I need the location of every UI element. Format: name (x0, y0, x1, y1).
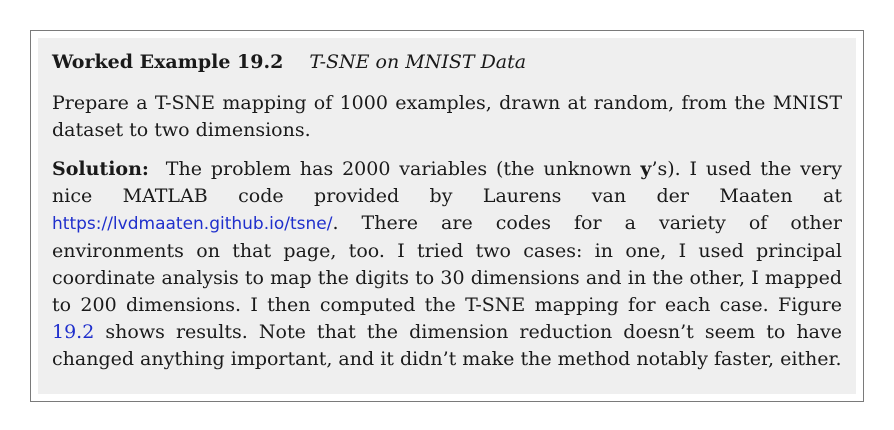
example-label: Worked Example 19.2 (52, 51, 284, 73)
worked-example-frame: Worked Example 19.2 T-SNE on MNIST Data P… (30, 30, 864, 402)
tsne-code-link[interactable]: https://lvdmaaten.github.io/tsne/ (52, 214, 333, 234)
solution-text-1: The problem has 2000 variables (the unkn… (165, 158, 641, 180)
worked-example-panel: Worked Example 19.2 T-SNE on MNIST Data P… (38, 38, 856, 394)
solution-text-3: . There are codes for a variety of other… (52, 212, 842, 316)
solution-paragraph: Solution: The problem has 2000 variables… (52, 156, 842, 373)
solution-text-4: shows results. Note that the dimension r… (52, 321, 842, 370)
figure-reference-link[interactable]: 19.2 (52, 321, 95, 343)
solution-label: Solution: (52, 158, 149, 180)
example-title: T-SNE on MNIST Data (309, 51, 527, 73)
example-header: Worked Example 19.2 T-SNE on MNIST Data (52, 48, 842, 76)
problem-statement: Prepare a T-SNE mapping of 1000 examples… (52, 92, 842, 141)
solution-bold-variable: y (640, 158, 652, 180)
solution-text-2: ’s). I used the very nice MATLAB code pr… (52, 158, 842, 207)
